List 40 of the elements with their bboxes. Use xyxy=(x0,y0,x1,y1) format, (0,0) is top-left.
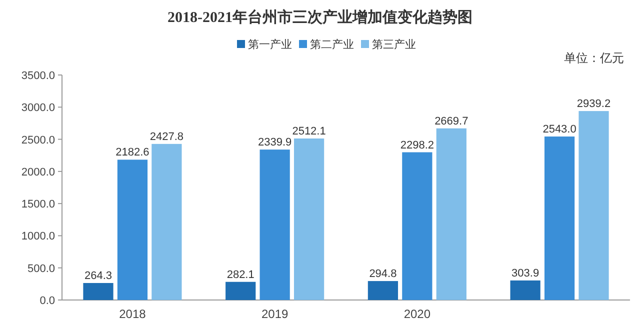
x-tick-label: 2018 xyxy=(119,307,146,321)
data-label: 2298.2 xyxy=(400,139,434,152)
data-label: 303.9 xyxy=(512,267,540,280)
bar xyxy=(544,136,575,300)
bar xyxy=(226,282,256,300)
y-tick-label: 1500.0 xyxy=(21,198,55,211)
x-tick-label: 2019 xyxy=(261,307,288,321)
bar xyxy=(152,144,182,300)
data-label: 282.1 xyxy=(226,268,254,281)
bar xyxy=(117,160,148,300)
y-tick-label: 3000.0 xyxy=(21,102,55,114)
bar xyxy=(368,281,398,300)
data-label: 264.3 xyxy=(84,270,112,282)
y-tick-label: 3500.0 xyxy=(21,70,55,82)
y-tick-label: 1000.0 xyxy=(21,230,55,243)
data-label: 2427.8 xyxy=(150,130,184,143)
bar xyxy=(294,138,324,300)
bar xyxy=(510,280,540,300)
data-label: 2543.0 xyxy=(542,124,576,136)
data-label: 2669.7 xyxy=(434,115,468,128)
y-tick-label: 2500.0 xyxy=(21,134,55,146)
data-label: 2512.1 xyxy=(292,126,326,138)
y-tick-label: 500.0 xyxy=(27,262,55,275)
data-label: 2339.9 xyxy=(258,136,292,149)
legend-label: 第一产业 xyxy=(248,38,292,51)
legend-label: 第二产业 xyxy=(310,38,354,51)
data-label: 2939.2 xyxy=(576,98,611,110)
x-tick-label: 2020 xyxy=(404,307,431,321)
y-tick-label: 0.0 xyxy=(40,295,55,307)
bar xyxy=(83,283,114,300)
chart-title: 2018-2021年台州市三次产业增加值变化趋势图 xyxy=(168,8,472,26)
text: 单位：亿元 xyxy=(564,51,624,65)
bar xyxy=(578,111,609,300)
bar xyxy=(402,152,432,300)
y-tick-label: 2000.0 xyxy=(21,166,55,178)
bar xyxy=(260,150,290,300)
bar xyxy=(436,128,466,300)
legend-label: 第三产业 xyxy=(372,38,416,51)
data-label: 2182.6 xyxy=(116,146,150,159)
data-label: 294.8 xyxy=(369,268,397,280)
